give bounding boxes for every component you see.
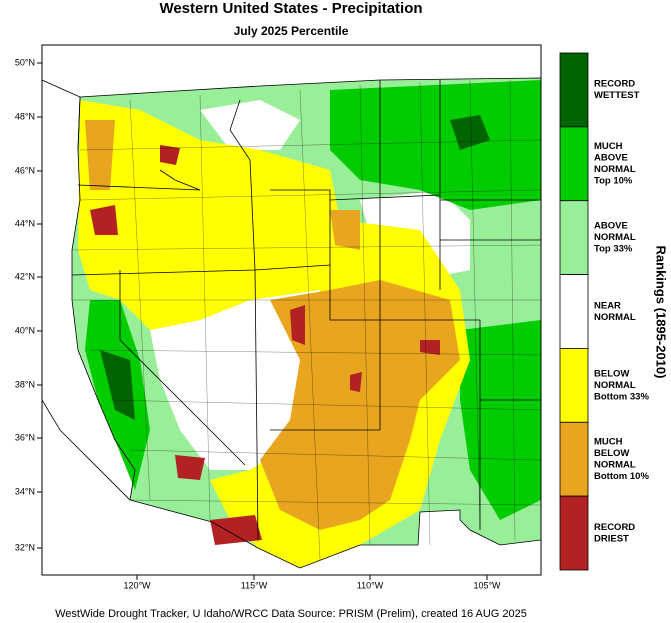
legend-swatch: [559, 200, 589, 275]
legend-label: MUCH: [594, 141, 623, 152]
lon-label: 120°W: [123, 580, 151, 590]
lon-label: 110°W: [357, 580, 384, 590]
lon-label: 105°W: [473, 580, 501, 590]
subtitle: July 2025 Percentile: [234, 24, 349, 38]
legend-swatch: [559, 274, 589, 349]
lat-label: 44°N: [15, 218, 35, 228]
legend-swatch: [559, 52, 589, 128]
legend-label: RECORD: [594, 522, 635, 533]
legend-swatch: [559, 348, 589, 423]
title: Western United States - Precipitation: [159, 0, 422, 17]
legend-label: NORMAL: [594, 164, 636, 175]
lat-label: 36°N: [15, 432, 35, 442]
county-lines: [71, 79, 541, 561]
lat-label: 46°N: [15, 165, 35, 175]
lat-label: 42°N: [15, 271, 35, 281]
lat-label: 40°N: [15, 325, 35, 335]
map-frame: [41, 44, 542, 576]
lat-label: 38°N: [15, 379, 35, 389]
lat-label: 32°N: [15, 542, 35, 552]
legend-label: DRIEST: [594, 533, 629, 544]
legend-label: BELOW: [594, 368, 629, 379]
legend-label: MUCH: [594, 436, 623, 447]
legend-swatch: [559, 495, 589, 571]
legend-label: Top 10%: [594, 176, 633, 187]
legend-label: RECORD: [594, 79, 635, 90]
legend-label: ABOVE: [594, 153, 628, 164]
legend-label: NORMAL: [594, 380, 636, 391]
legend-label: NORMAL: [594, 459, 636, 470]
lat-label: 34°N: [15, 486, 35, 496]
footer: WestWide Drought Tracker, U Idaho/WRCC D…: [55, 608, 527, 620]
legend-title: Rankings (1895-2010): [654, 246, 669, 379]
legend-label: Bottom 33%: [594, 391, 649, 402]
legend-label: WETTEST: [594, 90, 640, 101]
map: [42, 45, 541, 575]
lon-label: 115°W: [241, 580, 268, 590]
graticule-labels: 50°N 48°N 46°N 44°N 42°N 40°N 38°N 36°N 34°N 32°N…: [15, 57, 501, 590]
legend-swatch: [559, 126, 589, 202]
lat-label: 50°N: [15, 57, 35, 67]
state-borders: [71, 77, 541, 569]
legend-label: NEAR: [594, 300, 621, 311]
legend-swatch: [559, 421, 589, 497]
legend-label: Bottom 10%: [594, 471, 649, 482]
lat-label: 48°N: [15, 111, 35, 121]
legend-label: ABOVE: [594, 221, 628, 232]
legend-label: Top 33%: [594, 244, 633, 255]
legend-label: NORMAL: [594, 312, 636, 323]
legend-label: BELOW: [594, 448, 629, 459]
legend-label: NORMAL: [594, 232, 636, 243]
